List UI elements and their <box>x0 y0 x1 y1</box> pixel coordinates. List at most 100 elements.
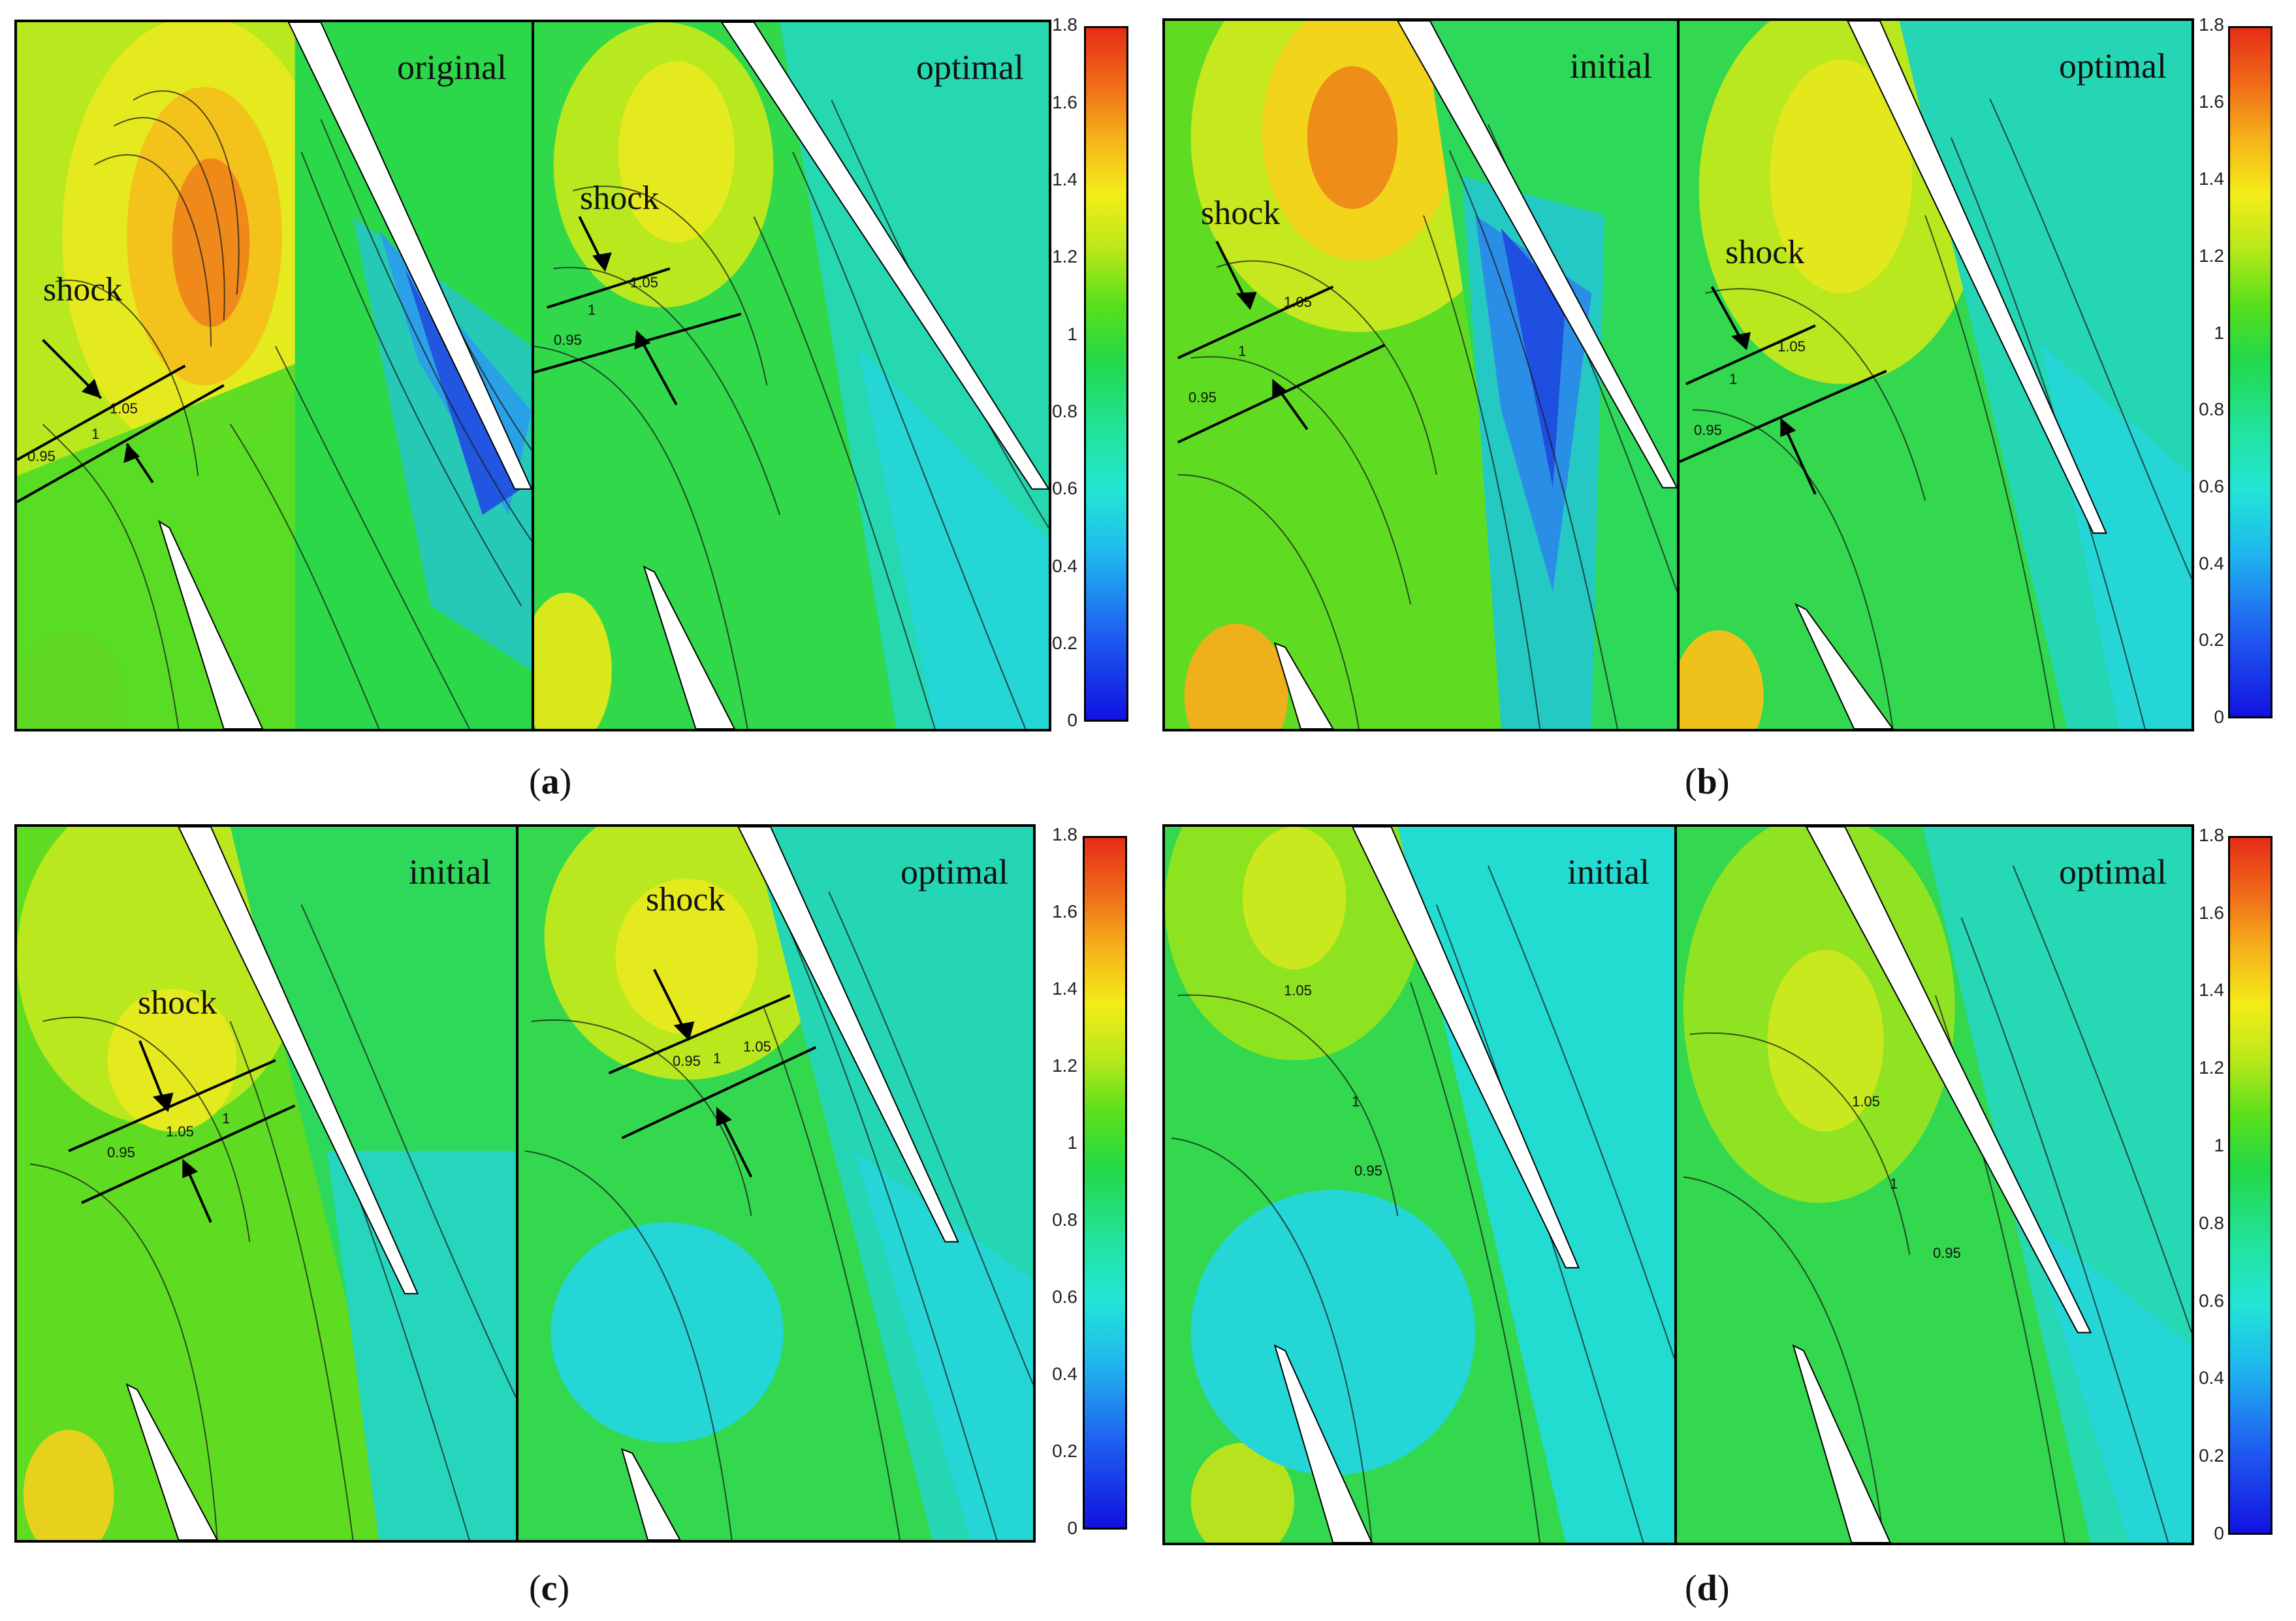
tick: 0.4 <box>1052 1364 1077 1384</box>
contour-label: 0.95 <box>673 1053 701 1069</box>
panel-a-left: original shock <box>14 20 534 731</box>
panel-b-left: initial shock <box>1162 18 1680 731</box>
panel-title: optimal <box>2059 852 2167 891</box>
contour-label: 1 <box>588 302 596 318</box>
tick: 0.4 <box>2199 1368 2224 1388</box>
tick: 1.4 <box>2199 980 2224 1000</box>
tick: 0.2 <box>1052 1441 1077 1461</box>
colorbar-c <box>1083 836 1127 1530</box>
tick: 1.4 <box>1052 978 1077 999</box>
contour-label: 1 <box>713 1050 722 1067</box>
tick: 0 <box>2214 707 2224 727</box>
tick: 0 <box>1067 710 1077 730</box>
contour-plot <box>1677 827 2192 1543</box>
tick: 0.6 <box>2199 476 2224 496</box>
tick: 1 <box>1067 324 1077 344</box>
tick: 1 <box>2214 323 2224 343</box>
contour-plot <box>1165 21 1677 729</box>
tick: 1 <box>1067 1132 1077 1153</box>
contour-label: 0.95 <box>107 1144 135 1161</box>
contour-label: 1.05 <box>743 1038 771 1055</box>
contour-label: 1 <box>222 1110 231 1127</box>
panel-title: initial <box>409 852 491 891</box>
tick: 0.6 <box>1052 1287 1077 1307</box>
tick: 0.6 <box>2199 1291 2224 1311</box>
caption-b: (b) <box>1685 762 1730 802</box>
tick: 1.2 <box>1052 246 1077 266</box>
shock-label: shock <box>646 881 725 918</box>
tick: 0.4 <box>1052 556 1077 576</box>
tick: 0 <box>1067 1518 1077 1538</box>
panel-c-left: initial shock <box>14 824 518 1543</box>
contour-label: 0.95 <box>1188 389 1217 406</box>
colorbar-d-ticks: 0 0.2 0.4 0.6 0.8 1 1.2 1.4 1.6 1.8 <box>2178 825 2224 1543</box>
tick: 1 <box>2214 1135 2224 1155</box>
contour-plot <box>534 22 1049 729</box>
contour-label: 0.95 <box>27 448 56 464</box>
colorbar-c-ticks: 0 0.2 0.4 0.6 0.8 1 1.2 1.4 1.6 1.8 <box>1032 824 1077 1538</box>
tick: 0.8 <box>1052 1210 1077 1230</box>
panel-b-right: optimal shock <box>1677 18 2194 731</box>
contour-label: 1 <box>1238 343 1247 359</box>
tick: 1.4 <box>2199 169 2224 189</box>
contour-label: 1.05 <box>1284 982 1312 999</box>
tick: 1.2 <box>2199 1057 2224 1078</box>
caption-c: (c) <box>529 1568 570 1609</box>
tick: 0.2 <box>1052 633 1077 653</box>
shock-label: shock <box>43 271 123 308</box>
tick: 1.2 <box>2199 246 2224 266</box>
panel-c-right: optimal shock <box>516 824 1036 1543</box>
shock-label: shock <box>580 180 660 217</box>
contour-label: 1 <box>1352 1093 1360 1110</box>
contour-label: 1.05 <box>1852 1093 1880 1110</box>
tick: 0.2 <box>2199 630 2224 650</box>
contour-label: 0.95 <box>1694 422 1722 438</box>
tick: 0.4 <box>2199 553 2224 573</box>
panel-title: original <box>397 48 507 87</box>
contour-label: 1 <box>91 426 100 442</box>
tick: 0.8 <box>1052 401 1077 421</box>
panel-a-right: optimal shock <box>532 20 1051 731</box>
tick: 1.8 <box>1052 824 1077 844</box>
tick: 0 <box>2214 1523 2224 1543</box>
contour-label: 1.05 <box>166 1123 194 1140</box>
contour-plot <box>518 827 1033 1540</box>
tick: 0.8 <box>2199 1213 2224 1233</box>
colorbar-b <box>2228 26 2272 718</box>
tick: 0.2 <box>2199 1445 2224 1466</box>
panel-title: optimal <box>2059 46 2167 86</box>
contour-label: 1 <box>1729 371 1738 387</box>
caption-d: (d) <box>1685 1568 1730 1609</box>
caption-a: (a) <box>529 762 572 802</box>
shock-label: shock <box>138 984 217 1021</box>
colorbar-a-ticks: 0 0.2 0.4 0.6 0.8 1 1.2 1.4 1.6 1.8 <box>1032 14 1077 730</box>
tick: 1.2 <box>1052 1055 1077 1076</box>
contour-label: 1.05 <box>630 274 658 291</box>
shock-label: shock <box>1725 234 1805 271</box>
contour-label: 0.95 <box>1933 1245 1961 1261</box>
panel-title: initial <box>1570 46 1652 86</box>
shock-label: shock <box>1201 195 1281 232</box>
contour-plot <box>1165 827 1674 1543</box>
contour-plot <box>1680 21 2192 729</box>
tick: 1.4 <box>1052 169 1077 189</box>
tick: 1.6 <box>2199 91 2224 112</box>
colorbar-a <box>1084 26 1128 722</box>
contour-plot <box>17 827 516 1540</box>
contour-label: 0.95 <box>1354 1163 1382 1179</box>
tick: 1.8 <box>2199 14 2224 35</box>
tick: 0.8 <box>2199 399 2224 419</box>
tick: 0.6 <box>1052 478 1077 498</box>
panel-title: optimal <box>901 852 1008 891</box>
tick: 1.8 <box>2199 825 2224 845</box>
tick: 1.6 <box>1052 92 1077 112</box>
contour-label: 1.05 <box>1778 338 1806 355</box>
tick: 1.8 <box>1052 14 1077 35</box>
panel-d-right: optimal <box>1674 824 2194 1545</box>
panel-title: optimal <box>916 48 1024 87</box>
contour-label: 1.05 <box>110 400 138 417</box>
tick: 1.6 <box>1052 901 1077 922</box>
colorbar-b-ticks: 0 0.2 0.4 0.6 0.8 1 1.2 1.4 1.6 1.8 <box>2178 14 2224 727</box>
contour-label: 0.95 <box>554 332 582 348</box>
colorbar-d <box>2228 836 2272 1535</box>
